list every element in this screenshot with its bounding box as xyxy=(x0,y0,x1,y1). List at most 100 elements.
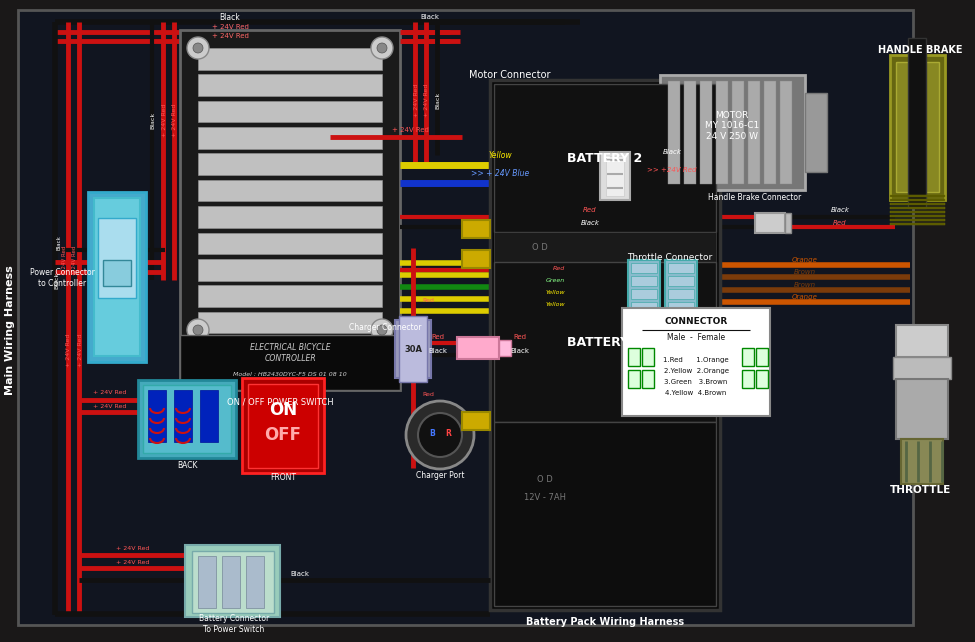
Bar xyxy=(896,62,939,192)
Text: Power Connector
to Controller: Power Connector to Controller xyxy=(29,268,95,288)
Text: Charger Port: Charger Port xyxy=(415,471,464,480)
Text: + 24V Red: + 24V Red xyxy=(392,127,428,133)
Bar xyxy=(700,81,712,184)
Text: HANDLE BRAKE: HANDLE BRAKE xyxy=(878,45,962,55)
Bar xyxy=(103,260,131,286)
Bar xyxy=(642,348,654,366)
Text: O D: O D xyxy=(532,243,548,252)
Bar xyxy=(198,48,382,69)
Bar xyxy=(399,316,427,382)
Circle shape xyxy=(193,43,203,53)
Circle shape xyxy=(371,319,393,341)
Text: + 24V Red: + 24V Red xyxy=(116,559,150,564)
Text: + 24V Red: + 24V Red xyxy=(77,333,83,367)
Bar xyxy=(631,302,657,312)
Text: Black: Black xyxy=(511,348,529,354)
Text: 2.Yellow  2.Orange: 2.Yellow 2.Orange xyxy=(664,368,728,374)
Text: Throttle Connector: Throttle Connector xyxy=(627,254,713,263)
Bar xyxy=(180,335,400,390)
Text: BATTERY 1: BATTERY 1 xyxy=(567,336,643,349)
Bar xyxy=(631,276,657,286)
Bar xyxy=(780,81,792,184)
Bar xyxy=(628,370,640,388)
Text: Black: Black xyxy=(55,272,59,288)
Bar xyxy=(198,259,382,281)
Bar xyxy=(756,348,768,366)
Text: R: R xyxy=(445,429,450,438)
Bar xyxy=(890,195,945,197)
Bar xyxy=(600,152,630,200)
Text: Black: Black xyxy=(57,236,61,250)
Text: >> + 24V Blue: >> + 24V Blue xyxy=(471,169,529,178)
Text: Red: Red xyxy=(583,207,597,213)
Text: O D: O D xyxy=(537,476,553,485)
Text: Orange: Orange xyxy=(792,257,818,263)
Bar xyxy=(805,93,827,172)
Text: FRONT: FRONT xyxy=(270,473,296,482)
Bar xyxy=(668,276,694,286)
Text: Black: Black xyxy=(580,220,600,226)
Bar xyxy=(138,380,236,458)
Bar xyxy=(494,84,716,232)
Text: Male  -  Female: Male - Female xyxy=(667,333,725,342)
Bar xyxy=(198,285,382,307)
Bar xyxy=(890,55,945,200)
Text: Battery Connector
To Power Switch: Battery Connector To Power Switch xyxy=(199,614,269,634)
Bar xyxy=(198,556,216,608)
Circle shape xyxy=(377,325,387,335)
Circle shape xyxy=(187,37,209,59)
Circle shape xyxy=(187,319,209,341)
Bar xyxy=(890,223,945,225)
Bar xyxy=(668,81,680,184)
Text: Model : HB2430DYC-F5 DS 01 08 10: Model : HB2430DYC-F5 DS 01 08 10 xyxy=(233,372,347,376)
Text: BATTERY 2: BATTERY 2 xyxy=(567,152,643,164)
Bar xyxy=(499,340,511,356)
Text: Black: Black xyxy=(219,12,241,21)
Text: BACK: BACK xyxy=(176,460,197,469)
Bar xyxy=(893,357,951,379)
Bar xyxy=(668,289,694,299)
Text: Charger Connector: Charger Connector xyxy=(349,324,421,333)
Bar xyxy=(248,384,318,468)
Bar xyxy=(890,199,945,201)
Text: 1.Red      1.Orange: 1.Red 1.Orange xyxy=(663,357,729,363)
Bar xyxy=(94,198,140,356)
Bar xyxy=(494,262,716,422)
Bar xyxy=(665,260,697,318)
Bar xyxy=(462,220,490,238)
Bar xyxy=(198,180,382,202)
Text: 4.Yellow  4.Brown: 4.Yellow 4.Brown xyxy=(665,390,726,396)
Text: 12V - 7AH: 12V - 7AH xyxy=(524,494,566,503)
Text: + 24V Red: + 24V Red xyxy=(413,83,418,117)
Text: Yellow: Yellow xyxy=(545,302,565,306)
Bar xyxy=(631,289,657,299)
Bar xyxy=(764,81,776,184)
Text: Black: Black xyxy=(150,112,155,128)
Text: Red: Red xyxy=(834,220,847,226)
Bar xyxy=(606,156,624,196)
Text: Battery Pack Wiring Harness: Battery Pack Wiring Harness xyxy=(526,617,684,627)
Bar xyxy=(494,232,716,262)
Bar xyxy=(174,390,192,442)
Bar xyxy=(684,81,696,184)
Text: Black: Black xyxy=(663,149,682,155)
Text: OFF: OFF xyxy=(264,426,301,444)
Bar xyxy=(785,213,791,233)
Bar xyxy=(242,378,324,473)
Bar xyxy=(198,101,382,123)
Circle shape xyxy=(193,325,203,335)
Bar xyxy=(890,207,945,209)
Text: + 24V Red: + 24V Red xyxy=(212,24,249,30)
Bar xyxy=(180,30,400,390)
Bar xyxy=(246,556,264,608)
Text: CONNECTOR: CONNECTOR xyxy=(664,318,727,327)
Bar xyxy=(198,74,382,96)
Text: Red: Red xyxy=(432,334,445,340)
Text: + 24V Red: + 24V Red xyxy=(162,103,167,137)
Text: MOTOR
MY 1016-C1
24 V 250 W: MOTOR MY 1016-C1 24 V 250 W xyxy=(705,111,760,141)
Bar xyxy=(622,308,770,416)
Bar xyxy=(198,206,382,228)
Bar xyxy=(148,390,166,442)
Bar xyxy=(192,551,274,613)
Bar xyxy=(742,348,754,366)
